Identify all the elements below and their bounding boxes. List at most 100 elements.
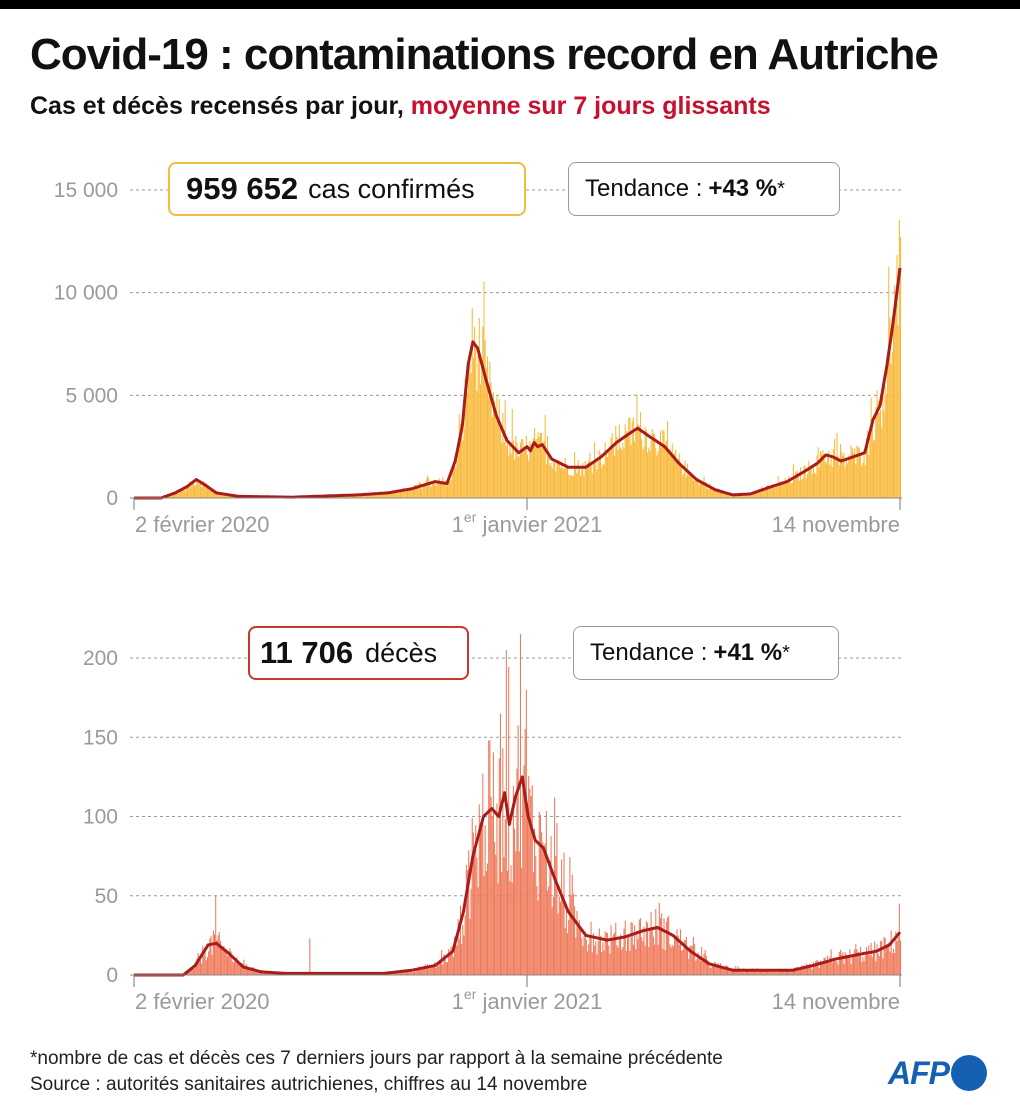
bar	[491, 416, 493, 498]
bar	[488, 740, 490, 975]
deaths-total-value: 11 706	[260, 635, 354, 670]
bar	[667, 421, 669, 498]
bar	[698, 485, 700, 498]
bar	[859, 455, 862, 498]
bar	[608, 451, 610, 498]
bar	[501, 442, 503, 498]
bar	[309, 938, 311, 975]
bar	[450, 479, 452, 498]
bar	[542, 841, 544, 975]
bar	[635, 949, 637, 975]
bar	[868, 455, 870, 498]
bar	[228, 955, 230, 975]
bar	[409, 972, 411, 975]
bar	[209, 486, 211, 498]
bar	[622, 947, 624, 975]
bar	[441, 950, 443, 975]
bar	[619, 934, 622, 975]
bar	[614, 456, 616, 498]
bar	[812, 962, 814, 975]
bar	[571, 475, 573, 498]
y-tick-label: 0	[106, 487, 118, 510]
bar	[535, 856, 537, 975]
bar	[202, 945, 204, 975]
bar	[558, 461, 560, 498]
bar	[865, 438, 867, 498]
bar	[658, 902, 660, 975]
bar	[663, 431, 665, 498]
bar	[174, 492, 176, 498]
bar	[672, 454, 674, 498]
bar	[362, 495, 364, 498]
bar	[459, 905, 461, 975]
bar	[696, 958, 698, 975]
bar	[596, 469, 598, 498]
bar	[635, 431, 637, 498]
bar	[842, 952, 844, 975]
bar	[842, 455, 844, 498]
bar	[776, 972, 778, 975]
bar	[523, 765, 525, 975]
bar	[419, 970, 421, 975]
bar	[192, 481, 194, 498]
bar	[536, 438, 538, 498]
source: Source : autorités sanitaires autrichien…	[30, 1074, 588, 1095]
bar	[248, 969, 250, 975]
bar	[196, 958, 198, 975]
bar	[785, 483, 787, 498]
bar	[703, 953, 705, 975]
bar	[659, 917, 662, 975]
bar	[232, 962, 234, 975]
bar	[501, 872, 503, 975]
bar	[874, 941, 876, 975]
bar	[707, 960, 709, 975]
bar	[689, 471, 691, 498]
bar	[488, 396, 490, 498]
bar	[862, 956, 864, 975]
bar	[783, 970, 785, 975]
bar	[522, 439, 524, 498]
bar	[430, 965, 432, 975]
bar	[759, 968, 762, 975]
bar	[645, 429, 647, 498]
bar	[738, 495, 740, 498]
bar	[876, 390, 878, 498]
bar	[615, 426, 617, 498]
bar	[719, 963, 722, 975]
bar	[857, 951, 859, 975]
bar	[898, 219, 900, 498]
bar	[507, 436, 509, 498]
bar	[641, 937, 643, 975]
bar	[192, 965, 194, 975]
bar	[870, 397, 872, 498]
bar	[390, 973, 392, 975]
bar	[597, 460, 599, 498]
bar	[627, 436, 629, 498]
bar	[190, 967, 192, 975]
bar	[769, 971, 771, 975]
bar	[611, 939, 613, 975]
deaths-total-box: 11 706 décès	[248, 626, 469, 680]
bar	[579, 475, 582, 498]
bar	[637, 424, 639, 498]
bar	[547, 890, 549, 975]
bar	[581, 467, 583, 498]
bar	[761, 486, 763, 498]
bar	[807, 964, 809, 975]
bar	[591, 473, 593, 498]
bar	[772, 484, 774, 498]
bar	[215, 895, 217, 975]
bar	[717, 488, 719, 498]
bar	[734, 970, 736, 975]
bar	[709, 967, 711, 975]
bar	[603, 464, 605, 498]
bar	[751, 494, 753, 498]
bar	[847, 955, 849, 975]
bar	[794, 476, 796, 498]
bar	[341, 496, 343, 498]
bar	[499, 713, 501, 975]
bar	[361, 495, 363, 498]
bar	[875, 407, 877, 498]
bar	[717, 963, 719, 975]
bar	[736, 494, 738, 498]
